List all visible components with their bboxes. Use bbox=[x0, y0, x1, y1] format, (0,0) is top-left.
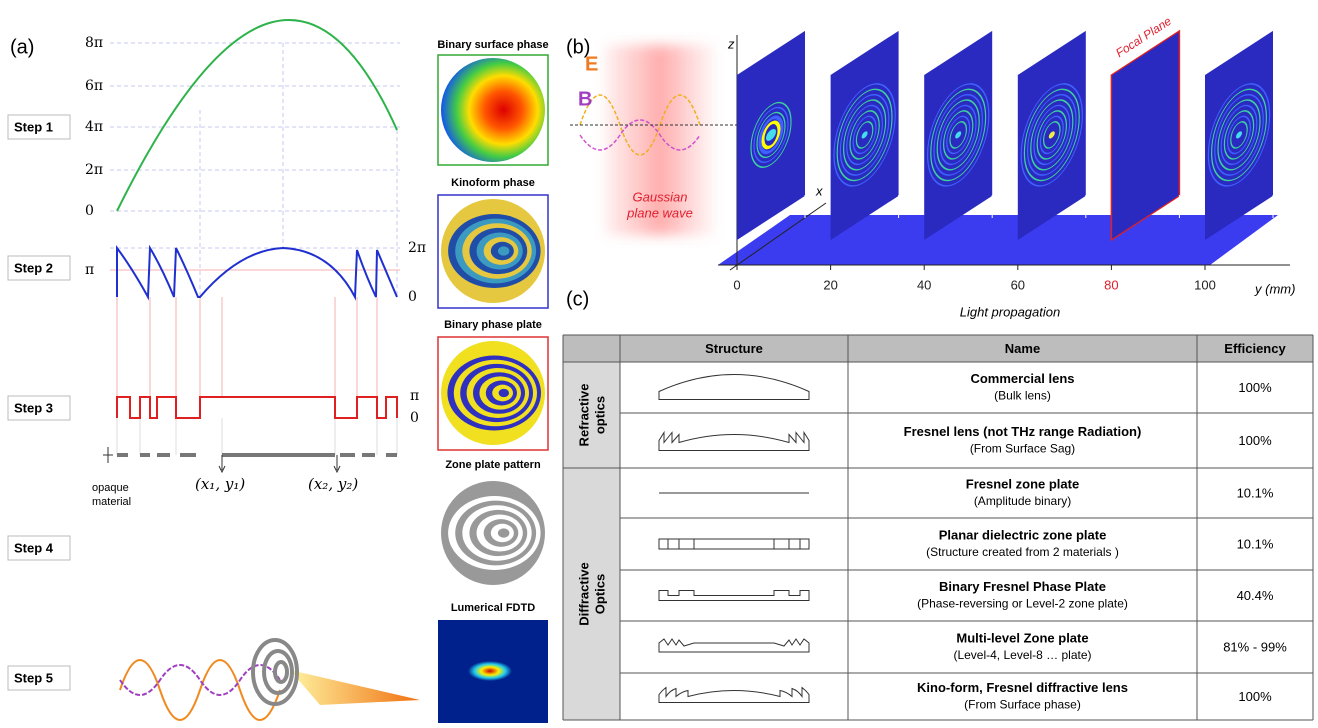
z-label: z bbox=[727, 36, 735, 51]
row-name: Binary Fresnel Phase Plate bbox=[939, 579, 1106, 594]
tick-label: 60 bbox=[1011, 277, 1025, 292]
tick-label: π bbox=[85, 262, 94, 278]
tick-label: 4π bbox=[85, 119, 103, 135]
row-note: (Phase-reversing or Level-2 zone plate) bbox=[917, 597, 1128, 611]
e-label: E bbox=[585, 53, 598, 75]
floor bbox=[718, 215, 1278, 265]
column-header: Name bbox=[1005, 341, 1040, 356]
row-note: (Bulk lens) bbox=[994, 389, 1051, 403]
row-note: (From Surface phase) bbox=[964, 698, 1081, 712]
tick-label: 2π bbox=[85, 162, 103, 178]
row-name: Kino-form, Fresnel diffractive lens bbox=[917, 680, 1128, 695]
step-label: Step 2 bbox=[14, 260, 53, 275]
row-name: Planar dielectric zone plate bbox=[939, 527, 1107, 542]
column-header: Structure bbox=[705, 341, 763, 356]
tick-label: 6π bbox=[85, 78, 103, 94]
step-label: Step 4 bbox=[14, 540, 54, 555]
row-note: (Structure created from 2 materials ) bbox=[926, 545, 1119, 559]
tick-label: π bbox=[410, 388, 419, 404]
step-label: Step 5 bbox=[14, 670, 53, 685]
kinoform-phase bbox=[441, 199, 545, 303]
row-name: Fresnel zone plate bbox=[966, 476, 1079, 491]
row-efficiency: 10.1% bbox=[1237, 536, 1274, 551]
group-label: optics bbox=[592, 396, 607, 434]
ring bbox=[498, 246, 510, 255]
material-label: opaque bbox=[92, 482, 129, 494]
row-note: (From Surface Sag) bbox=[970, 442, 1075, 456]
page: {"panel_a":{"label":"(a)","steps":["Step… bbox=[0, 0, 1318, 728]
image-title: Binary surface phase bbox=[437, 39, 548, 51]
ring bbox=[498, 528, 510, 537]
focal-spot bbox=[468, 661, 512, 681]
zone-plate-pattern bbox=[441, 481, 545, 585]
panel-label: (a) bbox=[10, 36, 34, 58]
step-label: Step 1 bbox=[14, 119, 53, 134]
tick-label: 0 bbox=[85, 203, 94, 219]
header-bg bbox=[563, 335, 1313, 362]
panel-label: (c) bbox=[566, 288, 589, 310]
tick-label: 0 bbox=[410, 410, 419, 426]
row-note: (Amplitude binary) bbox=[974, 494, 1071, 508]
tick-label: 80 bbox=[1104, 277, 1118, 292]
material-label: material bbox=[92, 496, 131, 508]
tick-label: 100 bbox=[1194, 277, 1216, 292]
row-name: Multi-level Zone plate bbox=[956, 630, 1088, 645]
tick-label: 8π bbox=[85, 35, 103, 51]
point-label: (x₂, y₂) bbox=[308, 475, 358, 493]
image-title: Zone plate pattern bbox=[445, 459, 541, 471]
binary-surface-phase bbox=[441, 58, 545, 162]
column-header: Efficiency bbox=[1224, 341, 1286, 356]
tick-label: 0 bbox=[733, 277, 740, 292]
image-title: Kinoform phase bbox=[451, 177, 535, 189]
tick-label: 2π bbox=[408, 240, 426, 256]
row-efficiency: 40.4% bbox=[1237, 588, 1274, 603]
row-efficiency: 100% bbox=[1238, 689, 1272, 704]
binary-phase-plate bbox=[441, 341, 545, 445]
tick-label: 40 bbox=[917, 277, 931, 292]
b-label: B bbox=[578, 88, 592, 110]
image-title: Binary phase plate bbox=[444, 319, 542, 331]
row-efficiency: 100% bbox=[1238, 433, 1272, 448]
row-efficiency: 10.1% bbox=[1237, 485, 1274, 500]
row-note: (Level-4, Level-8 … plate) bbox=[953, 648, 1091, 662]
step-label: Step 3 bbox=[14, 400, 53, 415]
group-label: Diffractive bbox=[576, 562, 591, 626]
figure: (a) Step 1 Step 2 Step 3 Step 4 Step 5 8π 6π 4π… bbox=[0, 0, 1318, 723]
row-efficiency: 100% bbox=[1238, 380, 1272, 395]
tick-label: 0 bbox=[408, 289, 417, 305]
source-label: Gaussian bbox=[633, 189, 688, 204]
y-label: y (mm) bbox=[1254, 281, 1295, 296]
group-label: Refractive bbox=[576, 384, 591, 447]
image-column: Binary surface phase Kinoform phase Binary… bbox=[437, 39, 548, 723]
group-label: Optics bbox=[592, 574, 607, 614]
row-name: Commercial lens bbox=[970, 371, 1074, 386]
caption: Light propagation bbox=[960, 304, 1060, 319]
x-label: x bbox=[815, 183, 823, 198]
source-label: plane wave bbox=[626, 205, 693, 220]
row-name: Fresnel lens (not THz range Radiation) bbox=[904, 424, 1142, 439]
ring bbox=[499, 389, 509, 397]
image-title: Lumerical FDTD bbox=[451, 602, 535, 614]
tick-label: 20 bbox=[823, 277, 837, 292]
row-efficiency: 81% - 99% bbox=[1223, 639, 1287, 654]
point-label: (x₁, y₁) bbox=[195, 475, 245, 493]
